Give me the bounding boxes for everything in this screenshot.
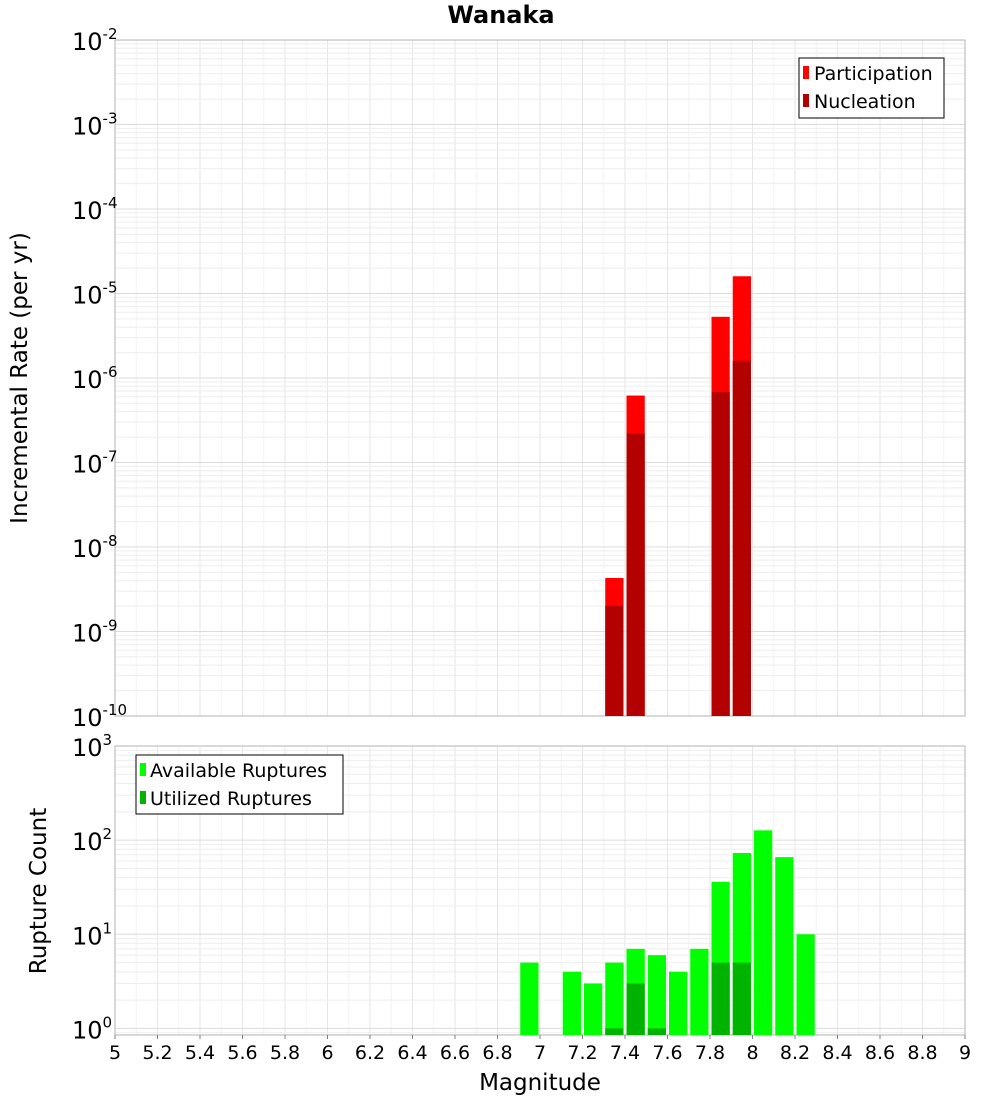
bottom-legend-box: [135, 754, 344, 815]
x-tick-label: 5.2: [142, 1042, 172, 1064]
top-bar-nucleation-7-85: [711, 392, 730, 716]
bottom-bar-utilized-ruptures-7-85: [711, 962, 730, 1035]
top-legend-box: [798, 57, 945, 119]
x-tick-label: 5.4: [185, 1042, 215, 1064]
legend-label-utilized-ruptures: Utilized Ruptures: [150, 788, 312, 810]
bottom-bar-available-ruptures-8-15: [775, 857, 794, 1035]
x-axis-ticks: 5 5.2 5.4 5.6 5.8 6 6.2 6.4 6.6 6.8 7 7.2 7.4 7.6 7.8 8…: [109, 1035, 971, 1064]
x-tick-label: 6.2: [355, 1042, 385, 1064]
top-bar-nucleation-7-45: [626, 433, 645, 716]
legend-swatch-participation: [803, 66, 809, 79]
top-y-tick-label: 10-10: [72, 701, 127, 732]
top-plot-bars: [605, 276, 751, 716]
x-tick-label: 7: [534, 1042, 546, 1064]
x-tick-label: 7.8: [695, 1042, 725, 1064]
bottom-y-tick-label: 101: [72, 919, 112, 950]
x-tick-label: 8.2: [780, 1042, 810, 1064]
top-y-tick-label: 10-7: [72, 448, 118, 479]
bottom-bar-utilized-ruptures-7-55: [647, 1028, 666, 1035]
x-tick-label: 6.4: [397, 1042, 427, 1064]
x-tick-label: 6: [321, 1042, 333, 1064]
bottom-bar-available-ruptures-8-25: [796, 934, 815, 1035]
bottom-y-axis-label: Rupture Count: [26, 808, 52, 974]
x-tick-label: 5: [109, 1042, 121, 1064]
legend-label-available-ruptures: Available Ruptures: [150, 760, 327, 782]
bottom-legend: Available Ruptures Utilized Ruptures: [135, 754, 344, 815]
legend-swatch-utilized-ruptures: [140, 791, 146, 804]
top-y-tick-label: 10-5: [72, 279, 118, 310]
x-tick-label: 8: [746, 1042, 758, 1064]
top-plot-frame: [114, 39, 966, 717]
top-y-tick-label: 10-2: [72, 25, 118, 56]
bottom-plot-y-ticks: 100 101 102 103: [72, 731, 112, 1044]
top-y-tick-label: 10-4: [72, 194, 118, 225]
top-plot-gridlines: [114, 40, 966, 717]
bottom-bar-utilized-ruptures-7-95: [732, 962, 751, 1035]
bottom-bar-utilized-ruptures-7-45: [626, 983, 645, 1035]
x-tick-label: 6.6: [440, 1042, 470, 1064]
bottom-bar-available-ruptures-7-65: [669, 971, 688, 1035]
x-tick-label: 8.4: [822, 1042, 852, 1064]
top-y-tick-label: 10-6: [72, 363, 118, 394]
bottom-bar-available-ruptures-7-25: [584, 983, 603, 1035]
x-tick-label: 9: [959, 1042, 971, 1064]
top-y-tick-label: 10-3: [72, 110, 118, 141]
top-bar-nucleation-7-35: [605, 606, 624, 716]
legend-label-nucleation: Nucleation: [814, 91, 916, 113]
x-tick-label: 5.6: [227, 1042, 257, 1064]
legend-swatch-nucleation: [803, 94, 809, 107]
bottom-y-tick-label: 102: [72, 825, 112, 856]
x-axis-label: Magnitude: [479, 1070, 601, 1096]
bottom-bar-available-ruptures-7-75: [690, 948, 709, 1035]
top-plot-y-ticks: 10-10 10-9 10-8 10-7 10-6 10-5 10-4 10-3 10-2: [72, 25, 127, 732]
x-tick-label: 7.6: [652, 1042, 682, 1064]
x-tick-label: 7.2: [567, 1042, 597, 1064]
top-y-tick-label: 10-8: [72, 532, 118, 563]
bottom-plot-bars: [520, 830, 815, 1035]
x-tick-label: 6.8: [482, 1042, 512, 1064]
top-y-axis-label: Incremental Rate (per yr): [7, 232, 33, 524]
bottom-y-tick-label: 103: [72, 731, 112, 762]
bottom-bar-available-ruptures-7-15: [562, 971, 581, 1035]
legend-label-participation: Participation: [814, 63, 933, 85]
bottom-bar-available-ruptures-6-95: [520, 962, 539, 1035]
chart-title: Wanaka: [447, 1, 554, 29]
top-legend: Participation Nucleation: [798, 57, 945, 119]
x-tick-label: 5.8: [270, 1042, 300, 1064]
bottom-bar-utilized-ruptures-7-35: [605, 1028, 624, 1035]
x-tick-label: 8.8: [907, 1042, 937, 1064]
bottom-bar-available-ruptures-7-35: [605, 962, 624, 1035]
bottom-bar-available-ruptures-7-55: [647, 955, 666, 1035]
x-tick-label: 7.4: [610, 1042, 640, 1064]
legend-swatch-available-ruptures: [140, 763, 146, 776]
bottom-bar-available-ruptures-8-05: [754, 830, 773, 1035]
bottom-y-tick-label: 100: [72, 1013, 112, 1044]
top-y-tick-label: 10-9: [72, 617, 118, 648]
x-tick-label: 8.6: [865, 1042, 895, 1064]
top-bar-nucleation-7-95: [732, 360, 751, 716]
